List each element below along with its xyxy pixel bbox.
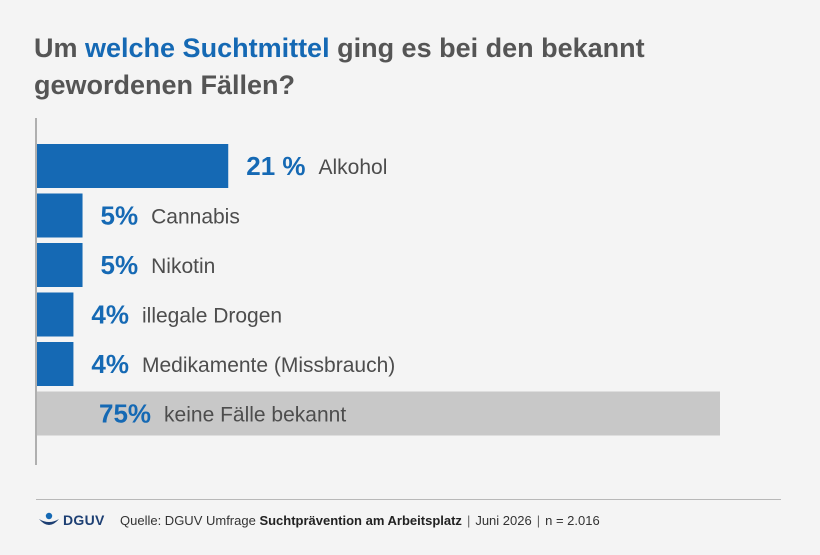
bar: [37, 144, 229, 188]
bar: [37, 391, 720, 436]
category-label: Nikotin: [151, 255, 215, 278]
title-highlight: welche Suchtmittel: [85, 33, 330, 63]
chart-title: Um welche Suchtmittel ging es bei den be…: [34, 30, 794, 104]
dguv-logo: DGUV: [38, 512, 105, 528]
bar: [37, 342, 74, 386]
dguv-logo-icon: [39, 512, 59, 525]
value-label: 75%: [99, 399, 151, 429]
bar: [37, 193, 83, 238]
source-separator-1: |: [466, 513, 471, 528]
category-label: keine Fälle bekannt: [164, 404, 346, 427]
source-date: Juni 2026: [475, 513, 532, 528]
footer-divider: [36, 499, 781, 500]
value-label: 4%: [91, 300, 129, 330]
category-label: Medikamente (Missbrauch): [142, 354, 395, 377]
source-line: Quelle: DGUV Umfrage Suchtprävention am …: [120, 513, 600, 528]
value-label: 5%: [101, 201, 139, 231]
source-sample-size: n = 2.016: [545, 513, 600, 528]
title-part-1: Um: [34, 33, 86, 63]
value-label: 4%: [91, 349, 129, 379]
source-survey-name: Suchtprävention am Arbeitsplatz: [259, 513, 462, 528]
category-label: Alkohol: [319, 156, 388, 179]
value-label: 21 %: [246, 151, 305, 181]
value-label: 5%: [101, 250, 139, 280]
logo-text: DGUV: [63, 512, 105, 528]
source-prefix: Quelle: DGUV Umfrage: [120, 513, 260, 528]
source-separator-2: |: [536, 513, 541, 528]
bar: [37, 292, 74, 337]
title-part-2: ging es bei den bekannt gewordenen Fälle…: [34, 33, 645, 100]
category-label: illegale Drogen: [142, 305, 282, 328]
category-label: Cannabis: [151, 206, 240, 229]
bar: [37, 243, 83, 287]
